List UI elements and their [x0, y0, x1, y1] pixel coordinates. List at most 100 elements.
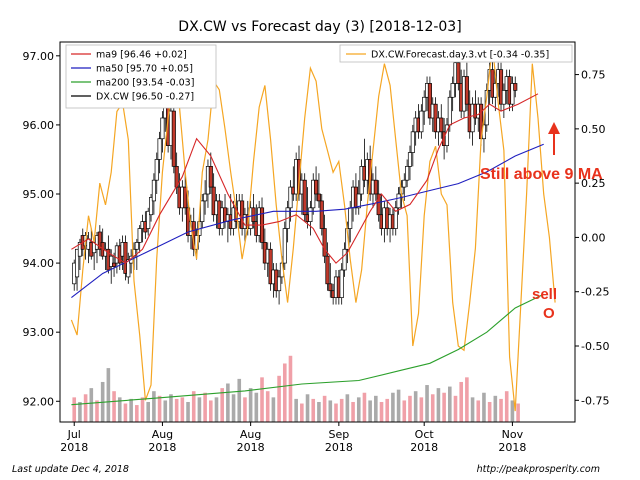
volume-bar [328, 400, 333, 422]
legend-left-label: DX.CW [96.50 -0.27] [96, 92, 194, 103]
annotation-still-above: Still above 9 MA [480, 166, 603, 183]
ma200-line [71, 293, 544, 406]
volume-bar [442, 392, 446, 422]
volume-bar [391, 392, 395, 422]
volume-bar [163, 400, 168, 422]
candle-body [314, 179, 319, 195]
candle-body [134, 242, 139, 250]
volume-bar [288, 355, 293, 422]
candle-body [308, 207, 313, 222]
volume-bar [374, 395, 378, 422]
footer-last-update: Last update Dec 4, 2018 [12, 464, 129, 475]
candle-body [288, 186, 293, 209]
candle-body [203, 193, 208, 202]
volume-bar [504, 391, 509, 422]
volume-bar [231, 394, 236, 422]
volume-bar [510, 400, 515, 422]
volume-bar [430, 394, 435, 422]
annotation-sell: sell [532, 286, 557, 303]
volume-bar [385, 398, 390, 422]
forecast-line [70, 46, 556, 412]
candle-body [410, 131, 415, 153]
x-tick-label: Oct 2018 [410, 428, 438, 454]
volume-bar [135, 405, 139, 422]
candle-body [405, 166, 410, 181]
candle-body [171, 110, 176, 167]
candle-body [325, 255, 330, 285]
candle-body [146, 210, 151, 229]
candle-body [348, 207, 353, 229]
volume-bar [448, 386, 452, 422]
volume-bar [356, 397, 361, 422]
candle-body [75, 248, 80, 278]
y-right-tick-label: -0.75 [581, 394, 609, 407]
annotations: Still above 9 MA sell O [480, 122, 603, 322]
candle-body [427, 83, 432, 119]
candle-body [302, 179, 307, 216]
candle-body [447, 96, 452, 126]
candle-body [277, 276, 282, 292]
volume-bar [112, 391, 116, 422]
volume-bar [197, 397, 202, 422]
candle-body [464, 76, 469, 105]
volume-bar [146, 401, 151, 422]
candle-body [422, 96, 427, 112]
volume-bar [499, 398, 503, 422]
y-right-tick-label: 0.75 [581, 69, 606, 82]
volume-bars [72, 355, 520, 422]
candle-body [126, 259, 131, 278]
y-right-tick-label: 0.50 [581, 123, 606, 136]
volume-bar [180, 397, 185, 422]
volume-bar [465, 377, 469, 422]
candle-body [402, 179, 407, 188]
candle-body [339, 269, 344, 298]
ma50-line [71, 143, 544, 299]
candle-body [456, 62, 461, 84]
volume-bar [470, 397, 475, 422]
y-right-tick-label: -0.25 [581, 286, 609, 299]
x-tick-label: Sep 2018 [325, 428, 353, 454]
candle-body [148, 197, 154, 216]
candle-body [97, 231, 102, 250]
volume-bar [379, 401, 384, 422]
volume-bar [482, 392, 486, 422]
volume-bar [214, 397, 219, 422]
volume-bar [413, 391, 418, 422]
legend-right-label: DX.CW.Forecast.day.3.vt [-0.34 -0.35] [371, 50, 549, 61]
volume-bar [516, 403, 520, 422]
volume-bar [436, 388, 441, 422]
candle-body [160, 117, 165, 140]
indicator-lines [70, 46, 556, 412]
volume-bar [425, 385, 429, 422]
candle-body [513, 83, 518, 91]
volume-bar [123, 403, 128, 422]
candle-body [109, 255, 114, 267]
y-left-tick-label: 97.00 [23, 50, 55, 63]
volume-bar [140, 397, 145, 422]
volume-bar [345, 394, 350, 422]
volume-bar [254, 392, 259, 422]
y-left-tick-label: 93.00 [23, 326, 55, 339]
candle-body [208, 166, 213, 188]
annotation-arrow-head [548, 122, 560, 134]
volume-bar [89, 388, 94, 422]
volume-bar [106, 368, 111, 422]
candle-body [356, 193, 361, 209]
volume-bar [265, 391, 270, 422]
volume-bar [169, 394, 173, 422]
y-left-tick-label: 95.00 [23, 188, 55, 201]
candle-body [137, 228, 142, 243]
y-left-tick-label: 96.00 [23, 119, 55, 132]
candle-body [282, 228, 287, 264]
volume-bar [220, 388, 224, 422]
x-tick-label: Aug 2018 [148, 428, 176, 454]
volume-bar [322, 395, 327, 422]
candle-body [322, 228, 327, 257]
legend-right-box [339, 44, 573, 63]
volume-bar [186, 401, 190, 422]
volume-bar [226, 383, 230, 422]
volume-bar [294, 398, 298, 422]
volume-bar [476, 400, 481, 422]
candle-body [151, 179, 156, 202]
